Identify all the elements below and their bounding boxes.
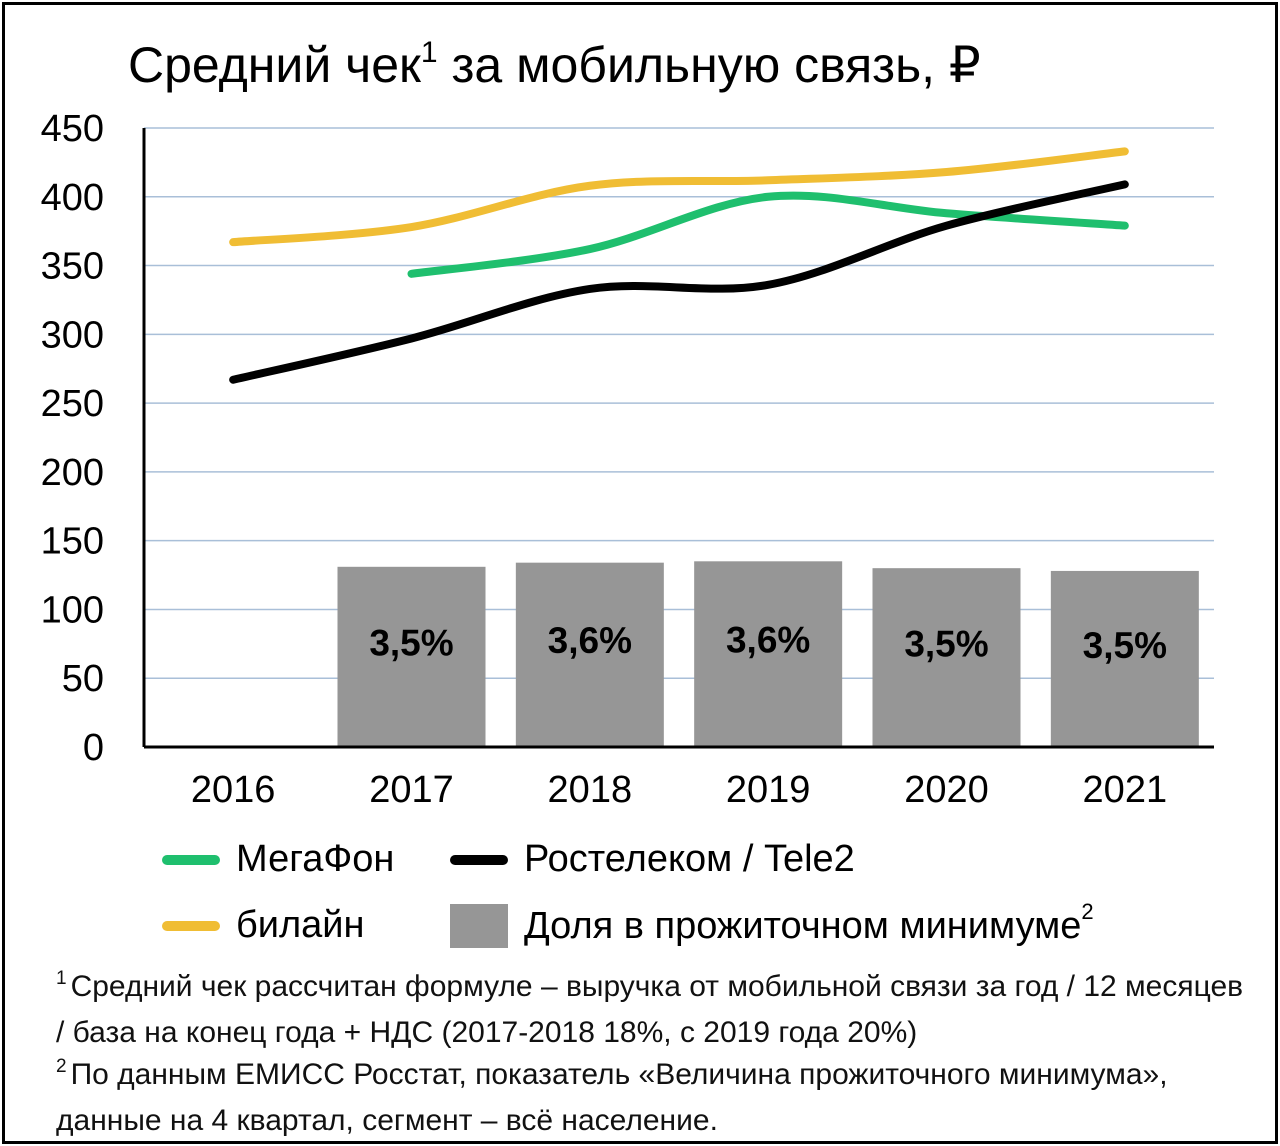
- bar-data-label: 3,5%: [369, 622, 453, 663]
- y-tick-label: 450: [41, 108, 104, 150]
- chart-title: Средний чек1 за мобильную связь, ₽: [128, 36, 981, 94]
- y-tick-label: 200: [41, 452, 104, 494]
- legend-label-share: Доля в прожиточном минимуме: [524, 904, 1082, 947]
- x-tick-label: 2016: [191, 769, 276, 811]
- legend-swatch-beeline: [162, 920, 220, 931]
- footnote-1-text: Средний чек рассчитан формуле – выручка …: [56, 970, 1244, 1049]
- y-tick-label: 400: [41, 177, 104, 219]
- footnote-2-mark: 2: [56, 1056, 67, 1077]
- y-tick-label: 300: [41, 314, 104, 356]
- footnote-1-mark: 1: [56, 968, 67, 989]
- legend-item-share: Доля в прожиточном минимуме 2: [450, 899, 1094, 948]
- x-tick-label: 2018: [548, 769, 633, 811]
- y-tick-label: 250: [41, 383, 104, 425]
- y-tick-label: 100: [41, 589, 104, 631]
- y-tick-labels: 0 50 100 150 200 250 300 350 400 450: [41, 108, 104, 769]
- share-bar: [337, 566, 486, 747]
- y-tick-label: 0: [83, 727, 104, 769]
- legend-item-megafon: МегаФон: [162, 838, 394, 881]
- title-footnote-mark: 1: [420, 36, 438, 69]
- footnote-2: 2 По данным ЕМИСС Росстат, показатель «Ве…: [56, 1054, 1256, 1142]
- legend-label-rostelecom: Ростелеком / Tele2: [524, 838, 855, 880]
- y-tick-label: 350: [41, 246, 104, 288]
- chart-svg: 3,5% 3,6% 3,6% 3,5% 3,5% 0 50 100 150 200 250 300 3…: [41, 108, 1214, 811]
- legend-item-rostelecom: Ростелеком / Tele2: [450, 838, 855, 881]
- share-bar: [872, 568, 1021, 747]
- footnote-2-text: По данным ЕМИСС Росстат, показатель «Вел…: [56, 1058, 1168, 1137]
- bar-data-label: 3,6%: [726, 619, 810, 660]
- legend-swatch-rostelecom: [450, 854, 508, 865]
- legend-label-megafon: МегаФон: [236, 838, 395, 880]
- title-suffix: за мобильную связь, ₽: [451, 37, 981, 93]
- gridlines: [144, 127, 1214, 679]
- series-line: [229, 147, 1129, 247]
- legend-swatch-share: [450, 904, 508, 948]
- bar-data-label: 3,5%: [904, 623, 988, 664]
- title-text: Средний чек: [128, 37, 421, 93]
- bar-data-label: 3,6%: [548, 620, 632, 661]
- legend-item-beeline: билайн: [162, 904, 365, 947]
- x-tick-label: 2017: [369, 769, 454, 811]
- legend-share-footnote-mark: 2: [1081, 899, 1094, 924]
- x-tick-label: 2020: [904, 769, 989, 811]
- bars: 3,5% 3,6% 3,6% 3,5% 3,5%: [337, 561, 1199, 747]
- legend-label-beeline: билайн: [236, 904, 365, 946]
- x-tick-label: 2019: [726, 769, 811, 811]
- x-tick-labels: 2016 2017 2018 2019 2020 2021: [191, 769, 1167, 811]
- bar-data-label: 3,5%: [1083, 625, 1167, 666]
- series-line: [229, 180, 1129, 384]
- share-bar: [694, 561, 843, 747]
- footnote-1: 1 Средний чек рассчитан формуле – выручка…: [56, 966, 1256, 1054]
- legend-swatch-megafon: [162, 854, 220, 865]
- series-lines: [229, 147, 1129, 384]
- y-tick-label: 150: [41, 521, 104, 563]
- share-bar: [1050, 570, 1199, 747]
- footnotes: 1 Средний чек рассчитан формуле – выручка…: [56, 966, 1256, 1142]
- series-line: [407, 191, 1129, 278]
- share-bar: [515, 562, 664, 747]
- y-tick-label: 50: [62, 658, 104, 700]
- x-tick-label: 2021: [1083, 769, 1168, 811]
